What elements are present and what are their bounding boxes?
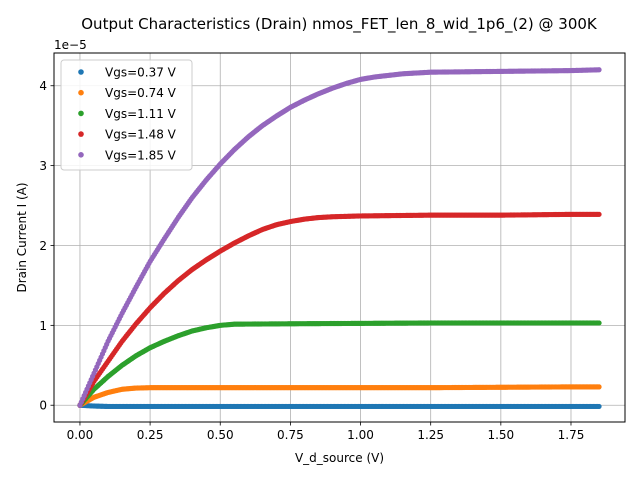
x-tick-label: 0.00 [67, 428, 94, 442]
legend-label: Vgs=1.11 V [105, 107, 177, 121]
legend-marker [78, 131, 84, 137]
series-points [77, 402, 602, 410]
data-points [77, 67, 602, 410]
data-point [596, 211, 602, 217]
series-points [77, 67, 602, 408]
x-tick-label: 0.75 [277, 428, 304, 442]
legend-label: Vgs=1.48 V [105, 128, 177, 142]
series-points [77, 384, 602, 408]
legend: Vgs=0.37 V Vgs=0.74 V Vgs=1.11 V Vgs=1.48 V… [60, 59, 193, 171]
x-axis-label: V_d_source (V) [295, 451, 384, 465]
legend-label: Vgs=0.37 V [105, 66, 177, 80]
legend-marker [78, 69, 84, 75]
x-tick-label: 1.25 [417, 428, 444, 442]
axis-ticks: 0.00 0.25 0.50 0.75 1.00 1.25 1.50 1.75 0 1 2 3 4 [39, 79, 584, 442]
x-tick-label: 1.75 [558, 428, 585, 442]
y-axis-label: Drain Current I (A) [15, 182, 29, 292]
legend-marker [78, 110, 84, 117]
y-tick-label: 4 [39, 79, 47, 93]
legend-label: Vgs=1.85 V [105, 148, 177, 162]
series-points [77, 211, 602, 408]
y-tick-label: 2 [39, 239, 47, 253]
y-tick-label: 1 [39, 319, 47, 333]
data-point [596, 403, 602, 410]
x-tick-label: 1.50 [487, 428, 514, 442]
chart-title: Output Characteristics (Drain) nmos_FET_… [81, 15, 598, 34]
legend-marker [78, 89, 84, 96]
data-point [596, 320, 602, 326]
y-offset-label: 1e−5 [54, 38, 87, 52]
x-tick-label: 0.50 [207, 428, 234, 442]
legend-marker [78, 152, 84, 158]
series-points [77, 320, 602, 408]
y-tick-label: 0 [39, 399, 47, 413]
data-point [596, 67, 602, 73]
y-tick-label: 3 [39, 159, 47, 173]
x-tick-label: 1.00 [347, 428, 374, 442]
data-point [596, 384, 602, 390]
x-tick-label: 0.25 [137, 428, 164, 442]
legend-frame [60, 59, 193, 171]
plot-frame [53, 52, 626, 423]
legend-label: Vgs=0.74 V [105, 86, 177, 100]
